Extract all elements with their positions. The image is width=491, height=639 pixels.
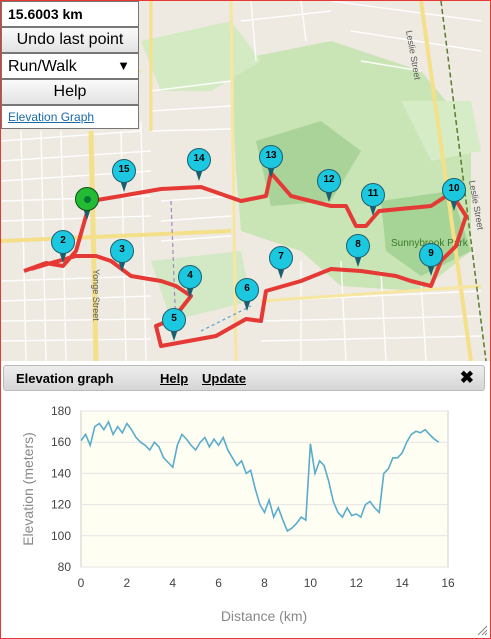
x-tick-label: 8 (261, 576, 268, 590)
route-marker-11[interactable]: 11 (361, 183, 385, 217)
plot-area (80, 410, 449, 568)
route-marker-9[interactable]: 9 (419, 243, 443, 277)
x-tick-label: 14 (395, 576, 409, 590)
distance-readout: 15.6003 km (1, 1, 139, 27)
x-tick-label: 4 (169, 576, 176, 590)
y-tick-label: 160 (51, 435, 71, 449)
elevation-panel-header[interactable]: Elevation graph Help Update ✖ (3, 365, 485, 391)
x-tick-label: 10 (304, 576, 318, 590)
y-tick-label: 120 (51, 498, 71, 512)
map-tiles: Yonge Street Leslie Street Leslie Street… (1, 1, 490, 361)
elevation-panel-title: Elevation graph (16, 371, 114, 386)
elevation-graph-link[interactable]: Elevation Graph (8, 110, 95, 124)
x-tick-label: 12 (350, 576, 364, 590)
elevation-help-link[interactable]: Help (160, 371, 189, 386)
elevation-update-link[interactable]: Update (202, 371, 247, 386)
x-tick-label: 2 (124, 576, 131, 590)
map-view[interactable]: Yonge Street Leslie Street Leslie Street… (1, 1, 490, 361)
route-marker-2[interactable]: 2 (51, 230, 75, 264)
elevation-series-line (80, 420, 440, 533)
activity-mode-select[interactable]: Run/Walk ▼ (1, 53, 139, 79)
route-start-marker[interactable] (75, 187, 99, 221)
close-icon[interactable]: ✖ (459, 368, 474, 387)
activity-mode-value: Run/Walk (8, 58, 77, 75)
street-label-yonge: Yonge Street (91, 269, 101, 321)
elevation-chart: 80 100 120 140 160 180 0 2 4 6 8 10 12 14 16 Distance … (20, 404, 455, 624)
chevron-down-icon: ▼ (117, 58, 130, 73)
route-marker-7[interactable]: 7 (269, 246, 293, 280)
route-controls: 15.6003 km Undo last point Run/Walk ▼ He… (1, 1, 139, 129)
y-tick-label: 140 (51, 466, 71, 480)
x-tick-label: 16 (441, 576, 455, 590)
route-marker-15[interactable]: 15 (112, 159, 136, 193)
route-marker-12[interactable]: 12 (317, 169, 341, 203)
y-axis-label: Elevation (meters) (20, 432, 36, 546)
route-marker-14[interactable]: 14 (187, 148, 211, 182)
route-marker-6[interactable]: 6 (235, 278, 259, 312)
elevation-panel: Elevation graph Help Update ✖ 80 100 120 14… (1, 361, 490, 638)
help-button[interactable]: Help (1, 79, 139, 105)
route-marker-10[interactable]: 10 (442, 178, 466, 212)
route-marker-8[interactable]: 8 (346, 234, 370, 268)
route-marker-13[interactable]: 13 (259, 145, 283, 179)
y-tick-label: 80 (58, 560, 72, 574)
resize-handle-icon[interactable] (476, 624, 488, 636)
route-marker-3[interactable]: 3 (110, 239, 134, 273)
elevation-graph-link-container: Elevation Graph (1, 105, 139, 129)
x-tick-label: 0 (78, 576, 85, 590)
y-tick-label: 100 (51, 529, 71, 543)
undo-last-point-button[interactable]: Undo last point (1, 27, 139, 53)
route-marker-4[interactable]: 4 (178, 265, 202, 299)
y-tick-label: 180 (51, 404, 71, 418)
x-axis-label: Distance (km) (221, 608, 307, 624)
route-marker-5[interactable]: 5 (162, 308, 186, 342)
x-tick-label: 6 (215, 576, 222, 590)
